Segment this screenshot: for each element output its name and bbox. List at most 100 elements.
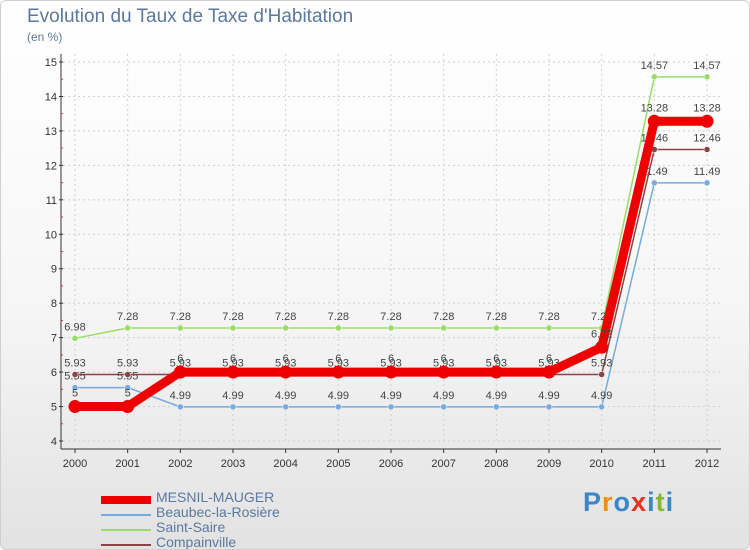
data-label: 4.99 xyxy=(170,390,191,402)
data-point xyxy=(177,403,184,411)
data-label: 7.28 xyxy=(486,311,507,323)
data-point xyxy=(437,365,451,379)
y-tick-label: 6 xyxy=(51,367,57,379)
series-mesnil-mauger: 5 5 6 6 6 6 6 6 6 6 6.72 13.28 13.28 xyxy=(68,102,721,414)
legend-swatch xyxy=(101,496,151,504)
data-point xyxy=(282,403,289,411)
x-tick-label: 2001 xyxy=(115,458,139,470)
y-tick-label: 15 xyxy=(45,57,57,69)
data-label: 7.28 xyxy=(170,311,191,323)
data-label: 4.99 xyxy=(486,390,507,402)
data-label: 5.93 xyxy=(222,358,243,370)
data-point xyxy=(703,179,711,187)
data-point xyxy=(71,335,79,342)
x-tick-label: 2003 xyxy=(221,458,245,470)
y-tick-label: 13 xyxy=(45,126,57,138)
y-tick-label: 9 xyxy=(51,264,57,276)
data-point xyxy=(121,400,135,414)
data-point xyxy=(387,403,395,411)
data-point xyxy=(595,340,609,354)
legend-label: Saint-Saire xyxy=(156,519,226,535)
x-tick-label: 2002 xyxy=(168,458,192,470)
data-label: 4.99 xyxy=(433,390,454,402)
data-point xyxy=(598,371,605,378)
data-label: 7.28 xyxy=(222,311,243,323)
legend-label: MESNIL-MAUGER xyxy=(156,489,275,505)
data-point xyxy=(545,324,553,332)
data-label: 5.93 xyxy=(64,358,85,370)
data-label: 7.28 xyxy=(433,311,454,323)
x-tick-label: 2007 xyxy=(431,458,455,470)
data-point xyxy=(173,365,187,379)
data-label: 5.93 xyxy=(117,358,138,370)
x-tick-label: 2010 xyxy=(589,458,613,470)
logo-letter: r xyxy=(602,487,614,517)
data-point xyxy=(68,400,82,414)
data-label: 6 xyxy=(283,353,289,365)
data-label: 5.93 xyxy=(380,358,401,370)
data-label: 7.28 xyxy=(117,311,138,323)
x-tick-label: 2011 xyxy=(643,458,667,470)
data-label: 4.99 xyxy=(380,390,401,402)
data-label: 14.57 xyxy=(641,60,669,72)
data-label: 13.28 xyxy=(641,102,669,114)
data-label: 6 xyxy=(493,353,499,365)
data-point xyxy=(387,324,395,332)
y-tick-label: 10 xyxy=(45,229,57,241)
x-tick-label: 2008 xyxy=(484,458,508,470)
data-label: 6 xyxy=(335,353,341,365)
series-saint-saire: 6.98 7.28 7.28 7.28 7.28 7.28 7.28 7.28 7.28 7.28… xyxy=(64,60,721,342)
x-tick-label: 2012 xyxy=(695,458,719,470)
data-point xyxy=(71,384,79,391)
data-point xyxy=(226,365,240,379)
data-label: 11.49 xyxy=(694,166,721,178)
legend-label: Beaubec-la-Rosière xyxy=(156,504,280,520)
x-tick-label: 2005 xyxy=(326,458,350,470)
logo-letter: i xyxy=(647,487,656,517)
y-tick-label: 5 xyxy=(51,402,57,414)
data-point xyxy=(493,403,500,411)
data-point xyxy=(651,73,658,81)
y-tick-label: 8 xyxy=(51,298,57,310)
data-label: 5.93 xyxy=(433,358,454,370)
data-point xyxy=(651,179,658,187)
data-label: 5.93 xyxy=(486,358,507,370)
data-point xyxy=(229,324,237,332)
data-label: 4.99 xyxy=(328,390,349,402)
data-point xyxy=(440,324,447,332)
data-label: 6 xyxy=(177,353,183,365)
data-label: 6 xyxy=(546,353,552,365)
x-tick-label: 2009 xyxy=(537,458,561,470)
data-point xyxy=(545,403,553,411)
data-label: 6 xyxy=(441,353,447,365)
data-point xyxy=(542,365,556,379)
data-label: 7.28 xyxy=(380,311,401,323)
data-point xyxy=(229,403,237,411)
data-point xyxy=(703,146,711,153)
legend-swatch xyxy=(101,529,151,531)
y-tick-label: 14 xyxy=(45,91,57,103)
data-label: 4.99 xyxy=(222,390,243,402)
data-label: 5.93 xyxy=(328,358,349,370)
logo-letter: t xyxy=(655,487,666,517)
data-point xyxy=(703,73,711,81)
proxiti-logo: Proxiti xyxy=(583,487,674,518)
logo-letter: x xyxy=(631,487,648,517)
data-point xyxy=(124,384,131,391)
data-label: 4.99 xyxy=(591,390,612,402)
data-label: 5 xyxy=(125,388,131,400)
y-tick-label: 11 xyxy=(46,195,57,207)
data-point xyxy=(282,324,289,332)
data-point xyxy=(440,403,447,411)
logo-letter: i xyxy=(665,487,675,517)
data-point xyxy=(700,114,714,128)
data-label: 13.28 xyxy=(693,102,721,114)
logo-letter: P xyxy=(583,487,603,517)
x-tick-label: 2000 xyxy=(63,458,87,470)
legend-swatch xyxy=(101,514,151,516)
x-tick-label: 2006 xyxy=(379,458,403,470)
data-label: 6 xyxy=(388,353,394,365)
data-point xyxy=(384,365,398,379)
